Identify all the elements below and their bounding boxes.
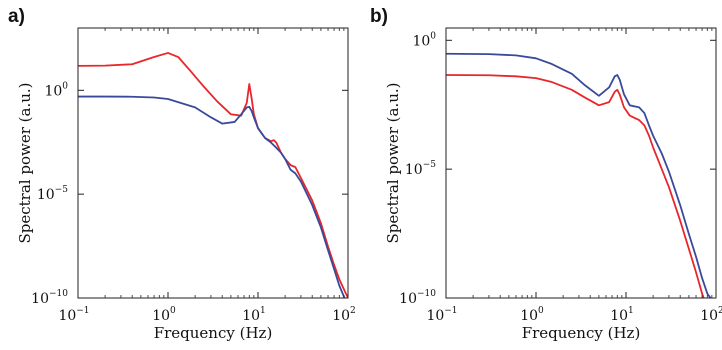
x-axis-label: Frequency (Hz): [154, 324, 273, 342]
x-tick-label: 10−1: [58, 306, 89, 324]
y-axis-label: Spectral power (a.u.): [16, 83, 34, 244]
y-axis-label: Spectral power (a.u.): [384, 83, 402, 244]
panel-b: b) 10−1 100 101 102 100 10−5 10−10 Frequency (H…: [370, 0, 722, 345]
x-tick-label: 100: [520, 306, 544, 324]
y-tick-label: 100: [44, 81, 68, 99]
series-line-2: [78, 95, 346, 298]
y-tick-label: 10−10: [31, 289, 68, 307]
y-tick-label: 100: [412, 31, 436, 49]
x-tick-label: 102: [700, 306, 722, 324]
x-tick-label: 102: [332, 306, 356, 324]
series-line-1: [78, 52, 348, 298]
x-tick-label: 101: [242, 306, 266, 324]
x-tick-label: 101: [610, 306, 634, 324]
y-tick-label: 10−10: [399, 289, 436, 307]
spectrum-chart-a: 10−1 100 101 102 100 10−5 10−10 Frequency (Hz) S…: [16, 27, 356, 342]
panel-a: a) 10−1 100 101 102 100 10−5 10−10 Frequency (H…: [8, 6, 356, 342]
series-line-2: [446, 74, 705, 298]
series-line-1: [446, 52, 712, 298]
panel-label-b: b): [370, 6, 388, 27]
plot-frame: [445, 27, 717, 299]
x-tick-label: 100: [152, 306, 176, 324]
y-tick-label: 10−5: [37, 185, 68, 203]
y-tick-label: 10−5: [405, 160, 436, 178]
plot-frame: [77, 27, 349, 299]
spectrum-chart-b: 10−1 100 101 102 100 10−5 10−10 Frequency (Hz) S…: [384, 27, 722, 342]
x-tick-label: 10−1: [426, 306, 457, 324]
x-axis-label: Frequency (Hz): [522, 324, 641, 342]
panel-label-a: a): [8, 6, 25, 27]
